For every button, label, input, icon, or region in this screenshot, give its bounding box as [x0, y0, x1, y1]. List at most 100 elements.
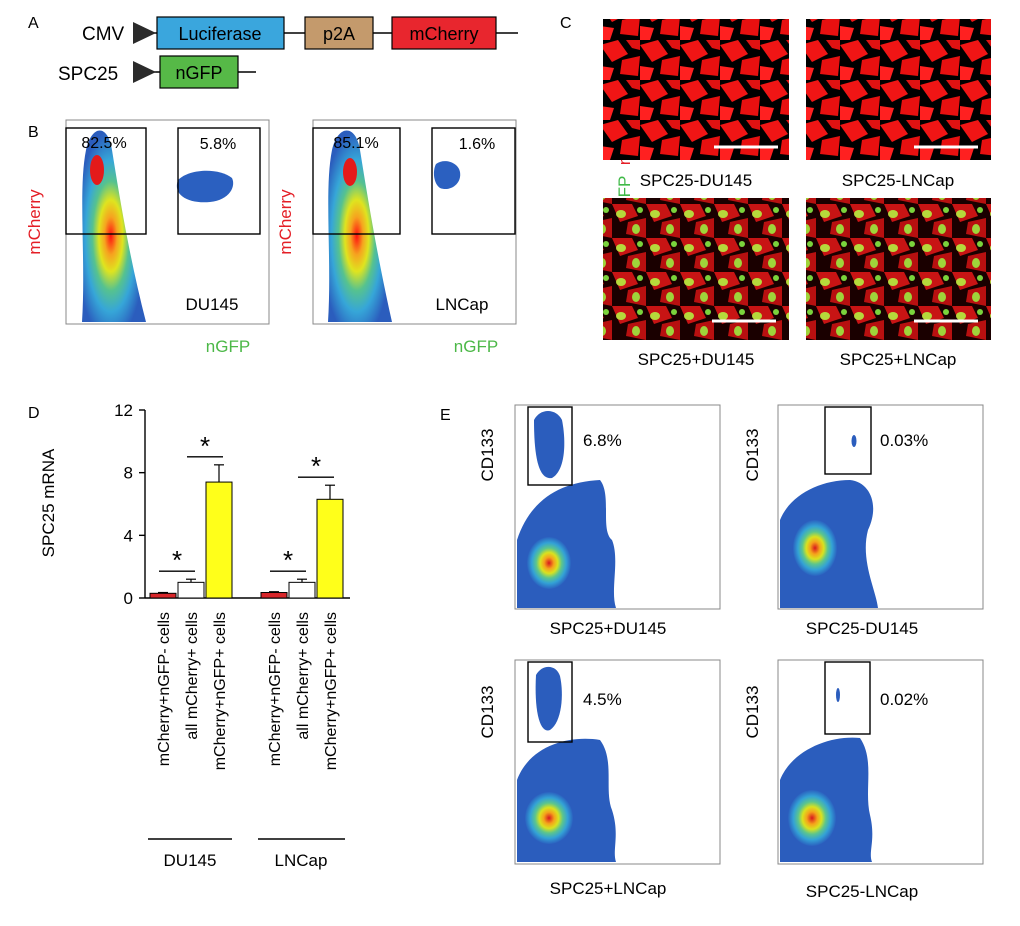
- micrograph-spc25-plus-lncap: [806, 198, 991, 340]
- bar-category-label: mCherry+nGFP+ cells: [323, 612, 340, 770]
- gate: [527, 406, 573, 486]
- panel-d-letter: D: [28, 405, 40, 422]
- cd133-plot-spc25-minus-du145: 0.03% CD133 SPC25-DU145: [743, 404, 984, 638]
- caption-spc25-plus-du145: SPC25+DU145: [638, 350, 755, 369]
- cd133-positive-population: [836, 688, 840, 702]
- cd133-positive-population: [851, 435, 857, 447]
- micrograph-spc25-minus-du145: [603, 19, 789, 160]
- gate-right: [431, 127, 516, 235]
- flow-plot-lncap: 85.1% 1.6% LNCap mCherry nGFP: [276, 119, 517, 356]
- gate: [527, 661, 573, 743]
- bar-category-label: all mCherry+ cells: [184, 612, 201, 740]
- mcherry-box: [391, 16, 497, 50]
- y-axis-label: mCherry: [25, 189, 44, 255]
- cmv-promoter-label: CMV: [82, 24, 125, 45]
- caption-spc25-plus-lncap: SPC25+LNCap: [840, 350, 957, 369]
- gate-percent: 0.02%: [880, 690, 928, 709]
- gate-left: [65, 127, 147, 235]
- gate-right: [177, 127, 261, 235]
- gate: [824, 661, 871, 735]
- p2a-label: p2A: [323, 24, 355, 44]
- significance-star: *: [200, 431, 210, 461]
- mcherry-label: mCherry: [409, 24, 478, 44]
- gate-left-percent: 85.1%: [333, 135, 378, 152]
- panel-c-letter: C: [560, 15, 572, 32]
- x-axis-label: nGFP: [454, 337, 498, 356]
- x-axis-label: nGFP: [206, 337, 250, 356]
- cd133-positive-population: [535, 666, 562, 731]
- y-axis-label: SPC25 mRNA: [39, 448, 58, 557]
- micrograph-spc25-minus-lncap: [806, 19, 991, 160]
- density-peak: [793, 520, 837, 576]
- x-axis-label: SPC25+DU145: [550, 619, 667, 638]
- plot-frame: [777, 404, 984, 610]
- luciferase-box: [156, 16, 285, 50]
- bar-lncap-1: [288, 581, 316, 599]
- p2a-box: [304, 16, 374, 50]
- micrograph-spc25-plus-du145: [603, 198, 789, 340]
- bar-category-label: all mCherry+ cells: [295, 612, 312, 740]
- cell-line-label: DU145: [186, 295, 239, 314]
- y-axis-label: CD133: [743, 686, 762, 739]
- gate-percent: 0.03%: [880, 431, 928, 450]
- flow-plot-du145: 82.5% 5.8% DU145 mCherry nGFP: [25, 119, 270, 356]
- density-peak: [788, 790, 836, 846]
- gate-percent: 4.5%: [583, 690, 622, 709]
- bar-category-label: mCherry+nGFP- cells: [156, 612, 173, 766]
- bar-lncap-0: [260, 592, 288, 599]
- density-peak: [90, 155, 104, 185]
- cell-line-label: LNCap: [436, 295, 489, 314]
- y-tick-label: 12: [114, 401, 133, 420]
- group-label-lncap: LNCap: [275, 851, 328, 870]
- y-axis-label: CD133: [478, 429, 497, 482]
- bar-du145-0: [149, 592, 177, 599]
- significance-star: *: [172, 545, 182, 575]
- gate-right-percent: 1.6%: [459, 136, 495, 153]
- luciferase-label: Luciferase: [178, 24, 261, 44]
- caption-spc25-minus-du145: SPC25-DU145: [640, 171, 752, 190]
- significance-star: *: [311, 451, 321, 481]
- bar-du145-1: [177, 581, 205, 599]
- caption-spc25-minus-lncap: SPC25-LNCap: [842, 171, 954, 190]
- gate-right-percent: 5.8%: [200, 136, 236, 153]
- density-population: [328, 130, 392, 322]
- y-tick-label: 8: [124, 464, 133, 483]
- density-peak: [525, 792, 573, 844]
- x-axis-label: SPC25-DU145: [806, 619, 918, 638]
- ngfp-label: nGFP: [175, 63, 222, 83]
- cd133-plot-spc25-plus-du145: 6.8% CD133 SPC25+DU145: [478, 404, 721, 638]
- cd133-plot-spc25-plus-lncap: 4.5% CD133 SPC25+LNCap: [478, 659, 721, 898]
- spc25-promoter-arrow: [133, 61, 156, 83]
- y-tick-label: 0: [124, 589, 133, 608]
- y-tick-label: 4: [124, 526, 133, 545]
- density-population: [82, 130, 146, 322]
- y-axis-label: mCherry: [276, 189, 295, 255]
- plot-frame: [514, 404, 721, 610]
- density-peak: [343, 158, 357, 186]
- gate-left: [312, 127, 401, 235]
- spc25-promoter-label: SPC25: [58, 64, 118, 85]
- density-population: [517, 480, 616, 608]
- bar-category-label: mCherry+nGFP+ cells: [212, 612, 229, 770]
- gate-percent: 6.8%: [583, 431, 622, 450]
- y-axis-label: CD133: [478, 686, 497, 739]
- group-label-du145: DU145: [164, 851, 217, 870]
- ngfp-box: [159, 55, 239, 89]
- plot-frame: [514, 659, 721, 865]
- gfp-positive-population: [176, 170, 234, 203]
- panel-e-letter: E: [440, 407, 451, 424]
- cd133-plot-spc25-minus-lncap: 0.02% CD133 SPC25-LNCap: [743, 659, 984, 901]
- gfp-positive-population: [433, 161, 461, 190]
- spc25-mrna-bar-chart: 0 4 8 12 * * * * mCherry+nGFP- cells all mCherr…: [114, 401, 350, 870]
- gate: [824, 406, 872, 475]
- bar-lncap-2: [316, 498, 344, 599]
- significance-star: *: [283, 545, 293, 575]
- cmv-promoter-arrow: [133, 22, 156, 44]
- x-axis-label: SPC25-LNCap: [806, 882, 918, 901]
- bar-category-label: mCherry+nGFP- cells: [267, 612, 284, 766]
- panel-a-letter: A: [28, 15, 39, 32]
- cd133-positive-population: [534, 411, 565, 479]
- bar-du145-2: [205, 481, 233, 599]
- plot-frame: [777, 659, 984, 865]
